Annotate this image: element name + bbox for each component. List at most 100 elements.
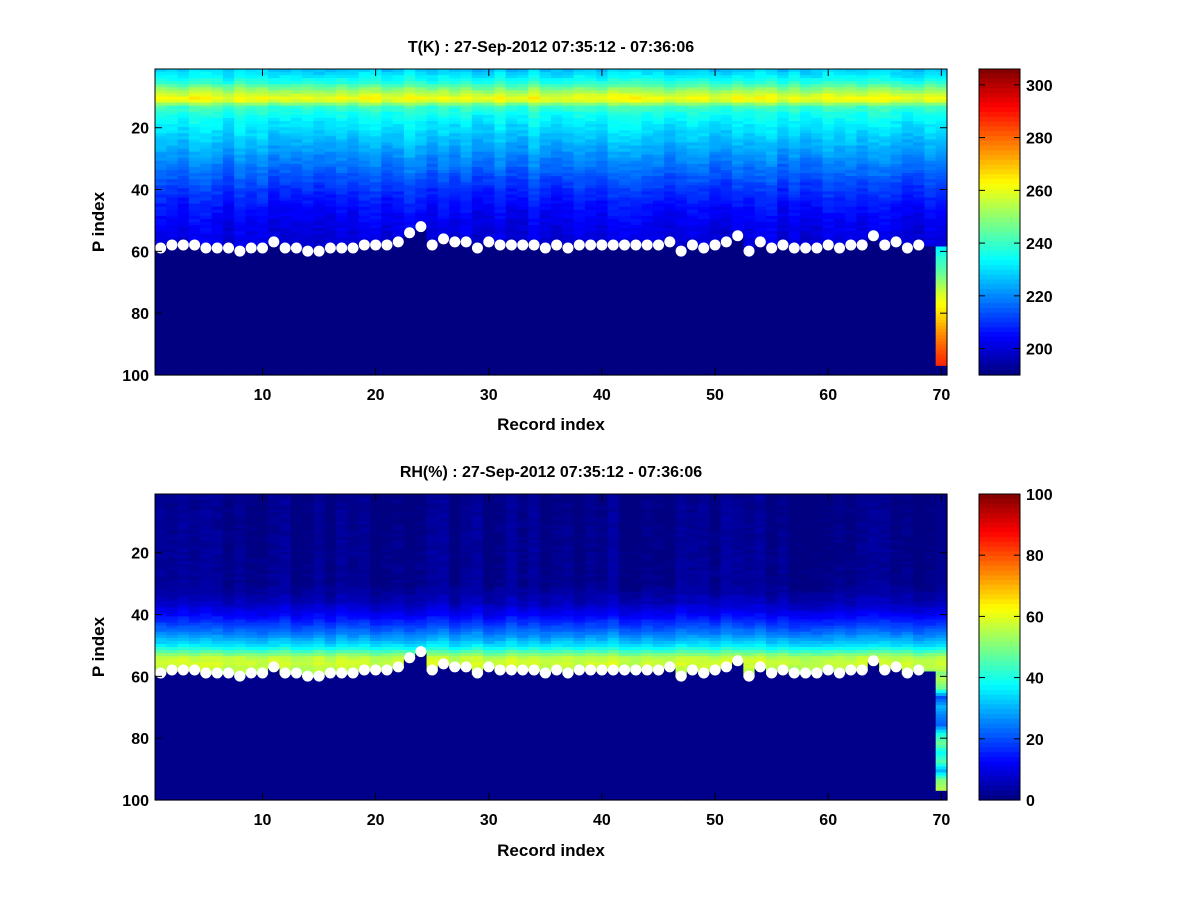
heatmap-cell — [437, 188, 450, 192]
heatmap-cell — [256, 362, 269, 367]
heatmap-cell — [313, 203, 326, 208]
heatmap-cell — [256, 75, 269, 79]
heatmap-cell — [256, 356, 269, 361]
heatmap-cell — [200, 350, 213, 355]
heatmap-cell — [336, 365, 348, 370]
heatmap-cell — [607, 194, 620, 199]
heatmap-cell — [709, 356, 722, 361]
heatmap-cell — [279, 295, 292, 300]
heatmap-cell — [200, 353, 213, 358]
heatmap-cell — [652, 212, 665, 217]
heatmap-cell — [483, 350, 496, 355]
heatmap-cell — [415, 93, 428, 98]
heatmap-cell — [200, 176, 213, 180]
heatmap-cell — [551, 218, 563, 223]
heatmap-cell — [188, 277, 201, 281]
heatmap-cell — [155, 365, 167, 370]
heatmap-cell — [675, 298, 688, 303]
heatmap-cell — [494, 133, 507, 137]
heatmap-cell — [483, 329, 496, 333]
heatmap-cell — [392, 133, 405, 137]
heatmap-cell — [505, 145, 518, 150]
heatmap-cell — [279, 206, 292, 211]
heatmap-cell — [607, 212, 620, 217]
heatmap-cell — [471, 347, 484, 352]
heatmap-cell — [562, 231, 575, 235]
heatmap-cell — [539, 218, 552, 223]
heatmap-cell — [403, 157, 416, 162]
heatmap-cell — [686, 218, 699, 223]
heatmap-cell — [302, 145, 314, 150]
heatmap-cell — [200, 283, 213, 287]
heatmap-cell — [369, 90, 382, 95]
heatmap-cell — [313, 102, 326, 107]
heatmap-cell — [494, 84, 507, 88]
heatmap-cell — [607, 185, 620, 189]
heatmap-cell — [290, 258, 303, 263]
heatmap-cell — [268, 280, 281, 284]
heatmap-cell — [596, 121, 609, 125]
heatmap-cell — [302, 277, 314, 281]
heatmap-cell — [686, 347, 699, 352]
heatmap-cell — [324, 148, 337, 153]
heatmap-cell — [403, 96, 416, 101]
heatmap-cell — [471, 114, 484, 119]
heatmap-cell — [290, 301, 303, 306]
heatmap-cell — [471, 133, 484, 137]
heatmap-cell — [483, 341, 496, 345]
heatmap-cell — [155, 289, 167, 293]
heatmap-cell — [641, 90, 654, 95]
heatmap-cell — [403, 209, 416, 214]
heatmap-cell — [324, 353, 337, 358]
heatmap-cell — [686, 117, 699, 122]
heatmap-cell — [200, 121, 213, 125]
heatmap-cell — [234, 69, 247, 73]
heatmap-cell — [177, 350, 190, 355]
heatmap-cell — [709, 154, 722, 159]
heatmap-cell — [494, 212, 507, 217]
heatmap-cell — [200, 368, 213, 373]
heatmap-cell — [483, 310, 496, 315]
heatmap-cell — [166, 99, 179, 104]
heatmap-cell — [675, 280, 688, 284]
heatmap-cell — [664, 84, 677, 88]
heatmap-cell — [607, 326, 620, 330]
heatmap-cell — [551, 176, 563, 180]
heatmap-cell — [211, 179, 224, 183]
heatmap-cell — [426, 222, 439, 226]
heatmap-cell — [268, 188, 281, 192]
heatmap-cell — [313, 277, 326, 281]
heatmap-cell — [188, 84, 201, 88]
heatmap-cell — [256, 338, 269, 342]
heatmap-cell — [562, 228, 575, 232]
heatmap-cell — [460, 145, 473, 150]
heatmap-cell — [336, 81, 348, 85]
heatmap-cell — [358, 267, 371, 272]
heatmap-cell — [607, 270, 620, 275]
heatmap-cell — [234, 133, 247, 137]
heatmap-cell — [336, 136, 348, 140]
heatmap-cell — [222, 78, 235, 82]
heatmap-cell — [336, 197, 348, 202]
heatmap-cell — [336, 185, 348, 189]
heatmap-cell — [460, 222, 473, 226]
heatmap-cell — [234, 72, 247, 76]
heatmap-cell — [268, 341, 281, 345]
heatmap-cell — [234, 148, 247, 153]
heatmap-cell — [347, 203, 360, 208]
heatmap-cell — [403, 206, 416, 211]
heatmap-cell — [211, 270, 224, 275]
heatmap-cell — [313, 264, 326, 269]
heatmap-cell — [449, 96, 462, 101]
heatmap-cell — [562, 117, 575, 122]
heatmap-cell — [449, 163, 462, 168]
heatmap-cell — [686, 286, 699, 290]
heatmap-cell — [369, 206, 382, 211]
heatmap-cell — [234, 359, 247, 364]
heatmap-cell — [381, 267, 394, 272]
heatmap-cell — [618, 298, 631, 303]
heatmap-cell — [584, 350, 597, 355]
heatmap-cell — [630, 371, 643, 376]
heatmap-cell — [403, 185, 416, 189]
heatmap-cell — [664, 286, 677, 290]
